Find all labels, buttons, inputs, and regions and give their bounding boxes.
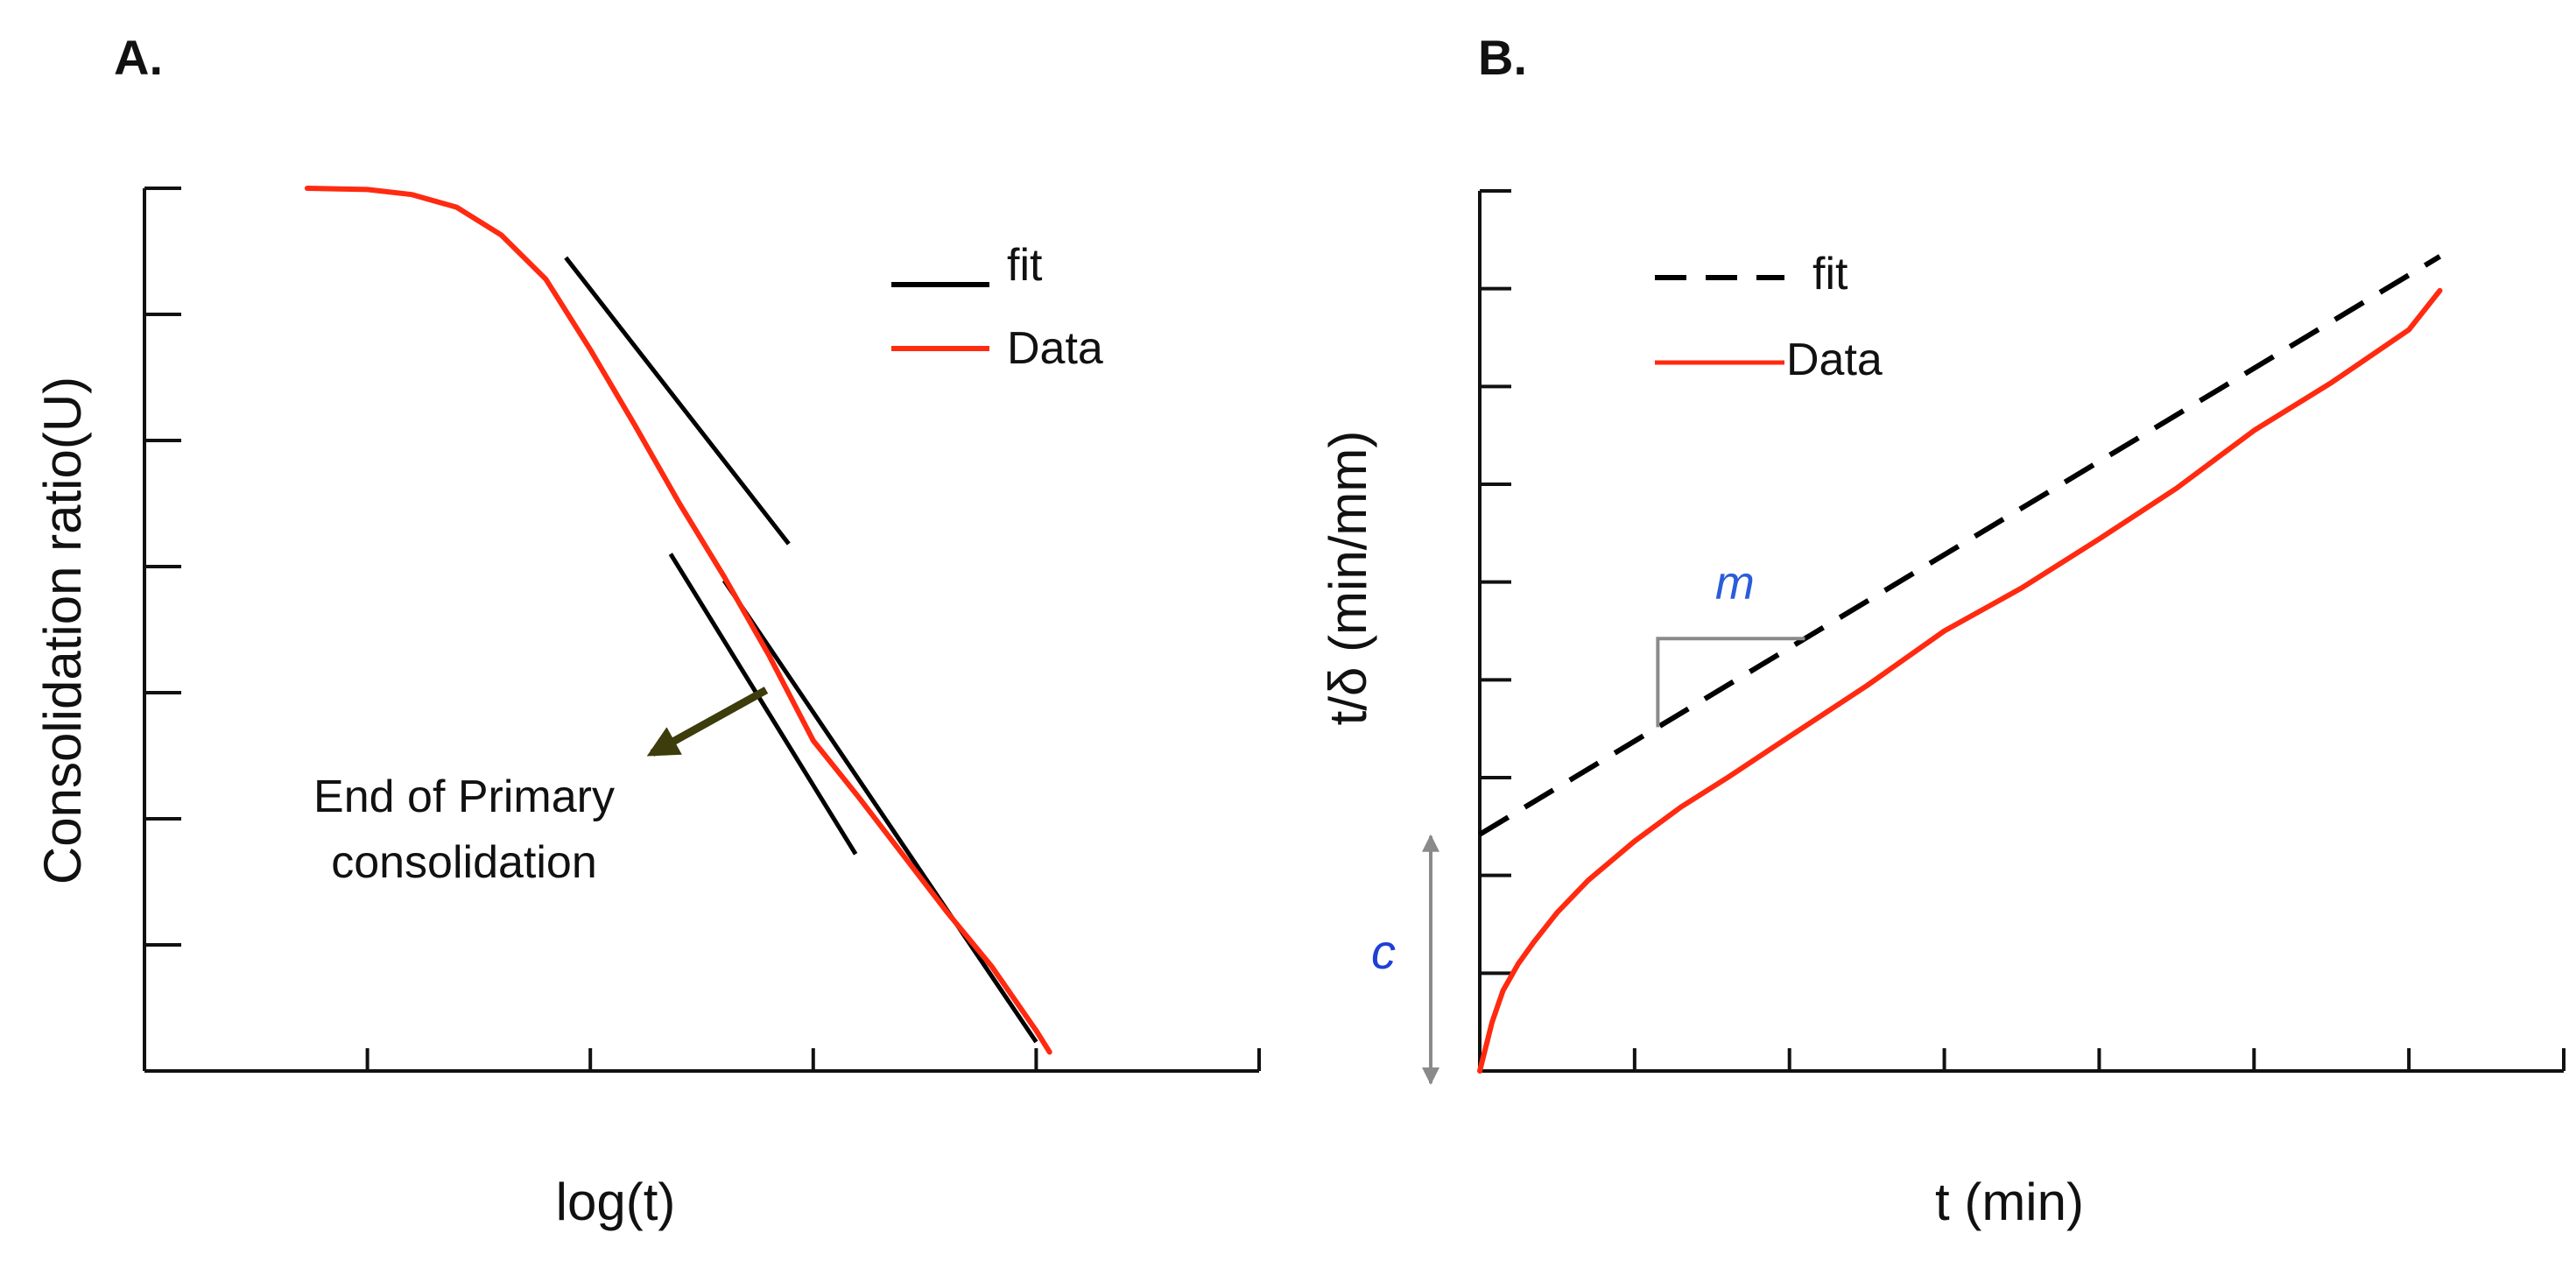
panel-b-x-label: t (min) <box>1935 1173 2084 1231</box>
panel-a-chart: A. fit Data End of Primary consolidation… <box>33 30 1261 1231</box>
panel-a-fit-segment <box>564 256 791 546</box>
panel-a-fit-segment <box>721 579 1038 1044</box>
end-of-primary-label-line1: End of Primary <box>313 771 615 822</box>
intercept-label-c: c <box>1371 924 1396 979</box>
panel-b-y-label: t/δ (min/mm) <box>1319 431 1377 726</box>
panel-b-legend: fit Data <box>1655 249 1883 385</box>
legend-data-label: Data <box>1786 335 1883 385</box>
panel-a-x-label: log(t) <box>556 1173 676 1231</box>
panel-b-label: B. <box>1478 30 1527 85</box>
legend-fit-label: fit <box>1812 249 1848 299</box>
legend-data-label: Data <box>1007 323 1103 374</box>
panel-a-label: A. <box>114 30 163 85</box>
legend-fit-label: fit <box>1007 240 1043 291</box>
panel-a-legend: fit Data <box>891 240 1103 374</box>
panel-b-chart: B. m c fit Data t (min) t/δ (min/mm) <box>1319 30 2565 1231</box>
panel-b-fit-line <box>1478 254 2442 837</box>
slope-label-m: m <box>1715 557 1755 609</box>
panel-a-y-label: Consolidation ratio(U) <box>33 377 92 884</box>
end-of-primary-arrow <box>646 687 769 757</box>
panel-a-data-line <box>304 186 1052 1055</box>
slope-triangle <box>1656 637 1805 728</box>
panel-a-fit-segment <box>668 553 858 856</box>
end-of-primary-label-line2: consolidation <box>331 837 597 888</box>
panel-b-data-line <box>1477 287 2443 1074</box>
